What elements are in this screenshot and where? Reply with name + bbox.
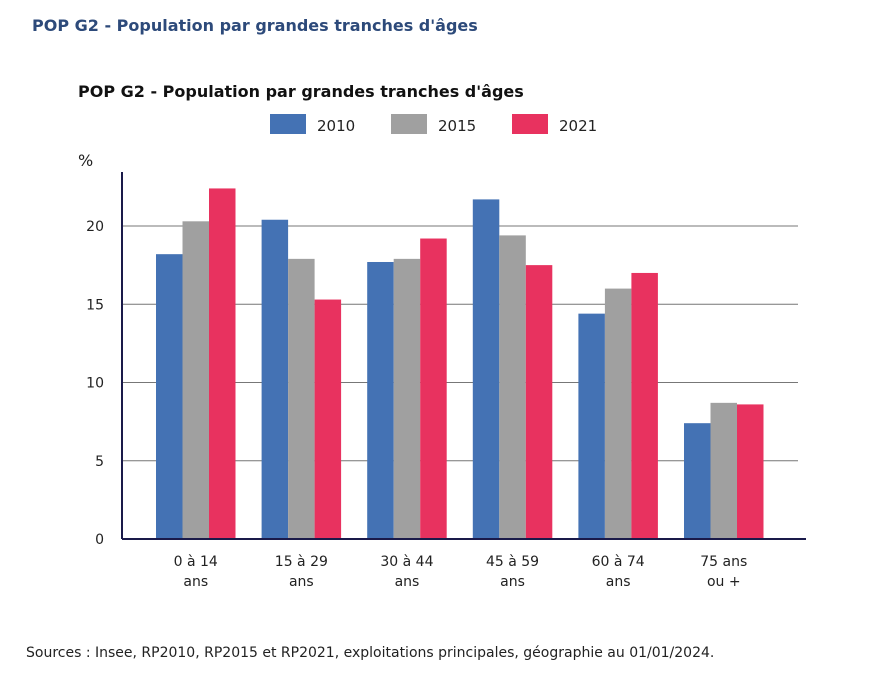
- legend-swatch-2015: [391, 114, 427, 134]
- bar-2010-2: [367, 261, 394, 539]
- x-tick-label: ans: [289, 574, 314, 590]
- bar-2010-0: [156, 254, 183, 540]
- y-tick-label: 15: [86, 297, 104, 313]
- x-tick-label: ou +: [707, 574, 741, 590]
- bar-2010-5: [684, 423, 711, 539]
- bar-2015-1: [288, 258, 315, 539]
- bar-2021-1: [314, 299, 342, 539]
- x-tick-label: 15 à 29: [275, 554, 328, 570]
- source-note: Sources : Insee, RP2010, RP2015 et RP202…: [26, 645, 715, 661]
- bar-2021-5: [737, 404, 764, 539]
- bar-2015-2: [393, 258, 421, 539]
- x-tick-label: 75 ans: [700, 554, 747, 570]
- legend-label-2015: 2015: [438, 117, 476, 135]
- chart-title: POP G2 - Population par grandes tranches…: [78, 82, 524, 101]
- bar-2015-3: [499, 235, 526, 539]
- x-tick-label: ans: [183, 574, 208, 590]
- bar-2021-4: [631, 272, 658, 539]
- bar-2015-5: [710, 402, 737, 539]
- legend-swatch-2010: [270, 114, 306, 134]
- x-tick-label: ans: [500, 574, 525, 590]
- x-tick-label: 30 à 44: [380, 554, 433, 570]
- bar-2021-3: [525, 265, 553, 539]
- legend-swatch-2021: [512, 114, 548, 134]
- y-tick-label: 20: [86, 219, 104, 235]
- y-tick-label: 0: [95, 532, 104, 548]
- x-tick-label: 0 à 14: [174, 554, 218, 570]
- x-tick-label: ans: [395, 574, 420, 590]
- bar-2010-4: [578, 313, 605, 539]
- x-tick-label: 45 à 59: [486, 554, 539, 570]
- page-title: POP G2 - Population par grandes tranches…: [32, 16, 478, 35]
- x-tick-label: 60 à 74: [592, 554, 645, 570]
- bar-2015-4: [604, 288, 632, 539]
- y-axis-unit: %: [78, 151, 93, 170]
- x-tick-label: ans: [606, 574, 631, 590]
- bar-2010-3: [472, 199, 500, 539]
- y-tick-label: 5: [95, 454, 104, 470]
- bar-2021-0: [209, 188, 236, 539]
- legend-label-2010: 2010: [317, 117, 355, 135]
- y-tick-label: 10: [86, 376, 104, 392]
- bar-2021-2: [420, 238, 447, 539]
- bar-2015-0: [182, 221, 209, 539]
- legend-label-2021: 2021: [559, 117, 597, 135]
- bar-2010-1: [261, 219, 289, 540]
